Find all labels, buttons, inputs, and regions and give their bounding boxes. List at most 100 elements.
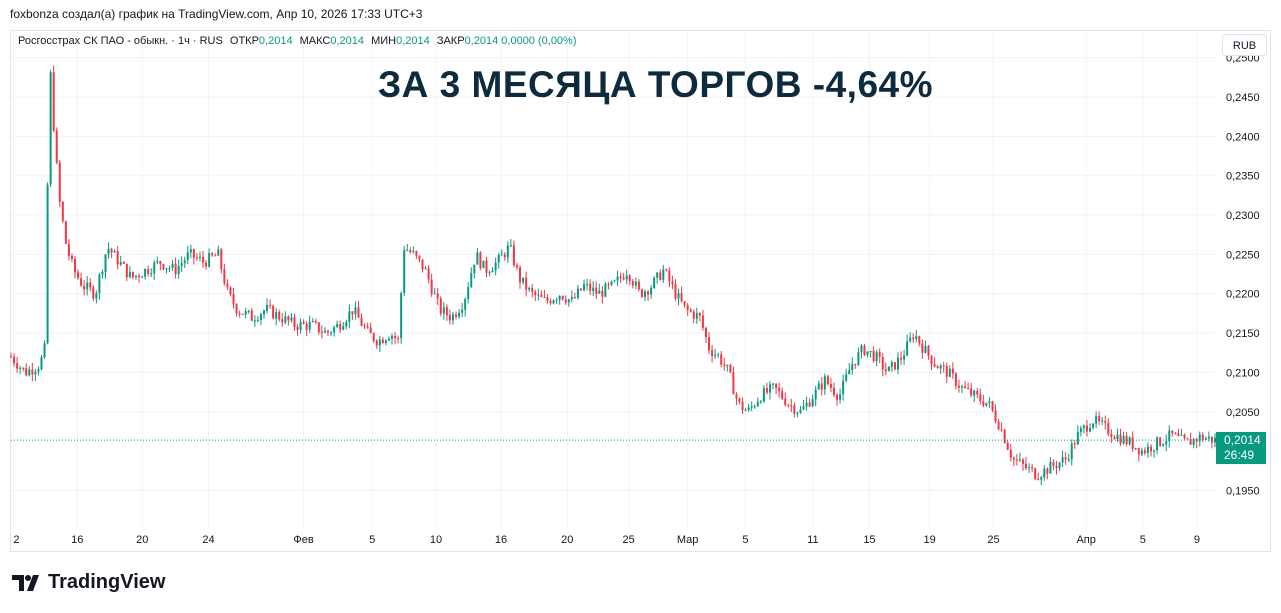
candle bbox=[656, 271, 659, 284]
x-tick-label: 20 bbox=[561, 534, 573, 546]
candle bbox=[820, 377, 823, 396]
close-label: ЗАКР bbox=[436, 35, 465, 47]
candle bbox=[1021, 457, 1024, 471]
candle bbox=[659, 269, 662, 281]
close-value: 0,2014 bbox=[464, 35, 499, 47]
candle bbox=[957, 379, 960, 393]
candle bbox=[1079, 425, 1082, 437]
candle bbox=[55, 127, 58, 165]
last-price-badge: 0,2014 26:49 bbox=[1216, 432, 1266, 464]
candle bbox=[308, 315, 311, 333]
candle bbox=[811, 394, 814, 408]
candle bbox=[1146, 442, 1149, 458]
candle bbox=[226, 279, 229, 291]
candle bbox=[945, 362, 948, 384]
x-tick-label: 9 bbox=[1194, 534, 1200, 546]
candle bbox=[781, 387, 784, 401]
candle bbox=[1116, 428, 1119, 443]
candle bbox=[223, 263, 226, 286]
candle bbox=[708, 332, 711, 355]
candle bbox=[601, 286, 604, 304]
candle bbox=[61, 201, 64, 223]
brand-name[interactable]: TradingView bbox=[48, 571, 166, 593]
candle bbox=[570, 290, 573, 303]
candle bbox=[314, 318, 317, 325]
currency-button[interactable]: RUB bbox=[1222, 34, 1267, 56]
low-value: 0,2014 bbox=[396, 35, 430, 47]
candle bbox=[49, 69, 52, 188]
candle bbox=[1156, 436, 1159, 455]
y-tick-label: 0,2250 bbox=[1226, 249, 1260, 261]
candle bbox=[305, 321, 308, 337]
candle bbox=[445, 304, 448, 321]
x-tick-label: 16 bbox=[495, 534, 507, 546]
candle bbox=[442, 302, 445, 320]
candle bbox=[1055, 460, 1058, 475]
candle bbox=[726, 364, 729, 372]
candle bbox=[180, 256, 183, 273]
candle bbox=[467, 282, 470, 304]
candle bbox=[753, 404, 756, 409]
candle bbox=[1183, 433, 1186, 440]
candle bbox=[616, 270, 619, 287]
candle bbox=[842, 374, 845, 401]
candle bbox=[1168, 425, 1171, 448]
candle bbox=[159, 260, 162, 271]
candle bbox=[1165, 434, 1168, 452]
candle bbox=[1095, 411, 1098, 429]
x-tick-label: Мар bbox=[677, 534, 699, 546]
candle bbox=[345, 319, 348, 330]
candle bbox=[851, 357, 854, 375]
candle bbox=[189, 244, 192, 259]
candle bbox=[930, 355, 933, 370]
candle bbox=[1110, 429, 1113, 443]
candle bbox=[162, 263, 165, 271]
candle bbox=[549, 298, 552, 306]
x-tick-label: Апр bbox=[1076, 534, 1095, 546]
candle bbox=[704, 326, 707, 343]
candle bbox=[519, 265, 522, 289]
open-value: 0,2014 bbox=[258, 35, 293, 47]
candle bbox=[1015, 454, 1018, 466]
candle bbox=[116, 246, 119, 270]
candle bbox=[887, 366, 890, 372]
bar-timer: 26:49 bbox=[1224, 448, 1255, 462]
tradingview-logo-icon[interactable] bbox=[12, 572, 46, 594]
candle bbox=[586, 278, 589, 291]
candle bbox=[46, 182, 49, 345]
candle bbox=[287, 315, 290, 326]
candle bbox=[1012, 456, 1015, 467]
candle bbox=[229, 286, 232, 297]
candle bbox=[961, 384, 964, 394]
candle bbox=[34, 368, 37, 382]
candle bbox=[92, 285, 95, 301]
candle bbox=[1009, 443, 1012, 462]
candle bbox=[686, 302, 689, 316]
candle bbox=[439, 296, 442, 317]
candle bbox=[83, 280, 86, 296]
candle bbox=[241, 313, 244, 315]
candle bbox=[948, 365, 951, 377]
candle bbox=[1186, 437, 1189, 440]
x-tick-label: 24 bbox=[202, 534, 214, 546]
candle bbox=[552, 299, 555, 305]
candle bbox=[674, 279, 677, 301]
candle bbox=[951, 362, 954, 379]
candle bbox=[1040, 475, 1043, 486]
candle bbox=[122, 260, 125, 265]
candle bbox=[101, 269, 104, 279]
y-tick-label: 0,2450 bbox=[1226, 92, 1260, 104]
candle bbox=[964, 381, 967, 389]
candle bbox=[22, 367, 25, 372]
candle bbox=[967, 382, 970, 390]
candle bbox=[156, 256, 159, 265]
candle bbox=[110, 247, 113, 259]
candle bbox=[1137, 447, 1140, 462]
candle bbox=[1061, 450, 1064, 467]
candle bbox=[330, 330, 333, 337]
candle bbox=[683, 301, 686, 308]
candle bbox=[985, 402, 988, 407]
candle bbox=[131, 271, 134, 280]
candle bbox=[595, 281, 598, 299]
